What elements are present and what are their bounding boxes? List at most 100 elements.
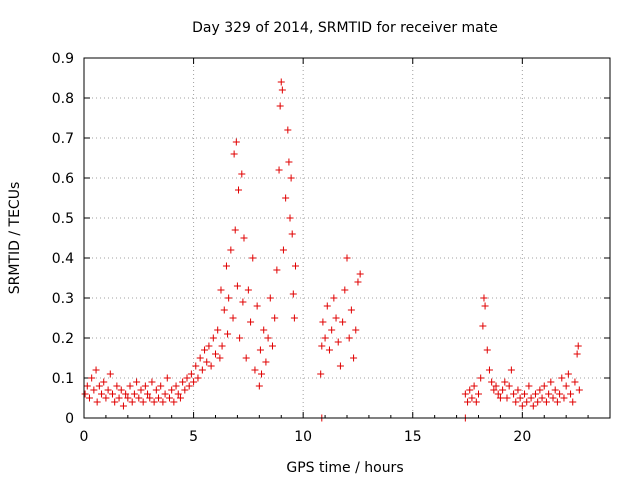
x-tick-label: 15: [404, 429, 422, 445]
data-point: [148, 378, 156, 386]
data-point: [529, 402, 537, 410]
data-point: [231, 226, 239, 234]
data-point: [510, 390, 518, 398]
data-point: [466, 386, 474, 394]
data-point: [218, 342, 226, 350]
data-point: [203, 358, 211, 366]
data-point: [356, 270, 364, 278]
data-point: [481, 302, 489, 310]
data-point: [181, 386, 189, 394]
data-point: [569, 398, 577, 406]
data-point: [277, 78, 285, 86]
data-point: [536, 386, 544, 394]
data-point: [479, 322, 487, 330]
data-point: [325, 346, 333, 354]
data-point: [540, 382, 548, 390]
data-point: [222, 262, 230, 270]
data-point: [256, 346, 264, 354]
data-point: [343, 254, 351, 262]
data-point: [183, 374, 191, 382]
data-point: [137, 386, 145, 394]
data-point: [119, 402, 127, 410]
data-point: [527, 394, 535, 402]
data-point: [95, 382, 103, 390]
data-point: [244, 286, 252, 294]
data-point: [499, 386, 507, 394]
data-point: [323, 302, 331, 310]
data-point: [278, 86, 286, 94]
y-tick-label: 0.3: [52, 291, 74, 307]
data-point: [286, 214, 294, 222]
data-point: [176, 394, 184, 402]
data-point: [122, 390, 130, 398]
data-point: [233, 282, 241, 290]
data-point: [90, 386, 98, 394]
data-point: [242, 354, 250, 362]
y-tick-label: 0.4: [52, 251, 74, 267]
data-point: [117, 386, 125, 394]
x-tick-label: 20: [513, 429, 531, 445]
data-point: [128, 398, 136, 406]
data-point: [350, 354, 358, 362]
data-point: [345, 334, 353, 342]
data-point: [328, 326, 336, 334]
data-point: [159, 398, 167, 406]
data-point: [139, 398, 147, 406]
data-point: [573, 350, 581, 358]
data-point: [247, 318, 255, 326]
data-point: [547, 378, 555, 386]
data-point: [330, 294, 338, 302]
data-point: [92, 366, 100, 374]
data-point: [209, 334, 217, 342]
data-point: [562, 382, 570, 390]
y-tick-label: 0.6: [52, 171, 74, 187]
data-point: [290, 314, 298, 322]
data-point: [163, 374, 171, 382]
data-point: [268, 342, 276, 350]
data-point: [198, 366, 206, 374]
data-point: [279, 246, 287, 254]
data-point: [321, 334, 329, 342]
data-point: [542, 398, 550, 406]
data-point: [549, 394, 557, 402]
data-point: [545, 390, 553, 398]
data-point: [477, 374, 485, 382]
data-point: [339, 318, 347, 326]
data-point: [201, 346, 209, 354]
data-point: [273, 266, 281, 274]
data-point: [288, 230, 296, 238]
data-point: [157, 382, 165, 390]
y-tick-label: 0.5: [52, 211, 74, 227]
data-point: [480, 294, 488, 302]
data-point: [113, 382, 121, 390]
data-point: [168, 386, 176, 394]
plot-frame: [83, 57, 611, 419]
y-tick-label: 0.9: [52, 51, 74, 67]
data-point: [230, 150, 238, 158]
data-point: [287, 174, 295, 182]
data-point: [196, 354, 204, 362]
data-point: [224, 330, 232, 338]
data-point: [571, 378, 579, 386]
data-point: [264, 334, 272, 342]
data-point: [260, 326, 268, 334]
data-point: [464, 398, 472, 406]
data-point: [485, 366, 493, 374]
data-point: [472, 398, 480, 406]
data-point: [291, 262, 299, 270]
data-point: [503, 394, 511, 402]
grid-lines: [84, 58, 610, 418]
data-point: [538, 394, 546, 402]
data-point: [98, 390, 106, 398]
data-point: [239, 298, 247, 306]
data-point: [492, 382, 500, 390]
data-point: [179, 378, 187, 386]
data-point: [81, 390, 89, 398]
data-point: [271, 314, 279, 322]
data-point: [518, 402, 526, 410]
data-point: [126, 382, 134, 390]
data-point: [525, 382, 533, 390]
data-point: [255, 382, 263, 390]
data-point: [144, 390, 152, 398]
